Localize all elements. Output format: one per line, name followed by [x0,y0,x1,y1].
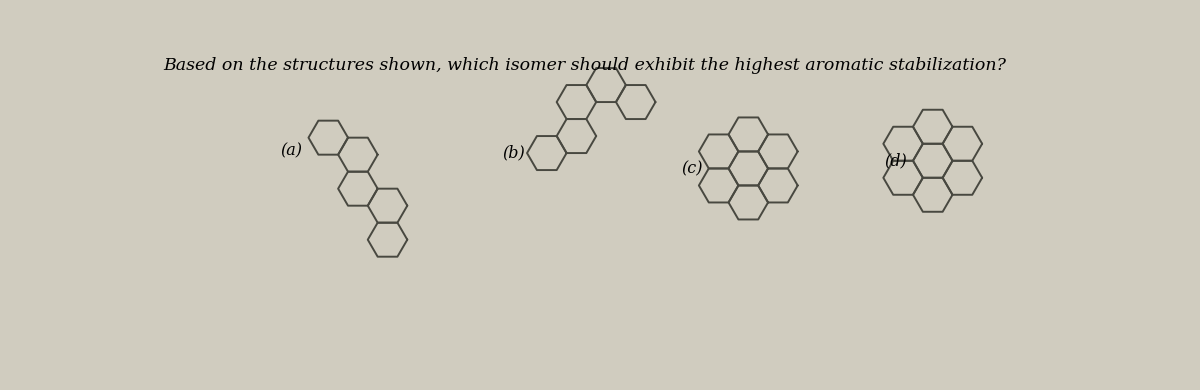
Text: Based on the structures shown, which isomer should exhibit the highest aromatic : Based on the structures shown, which iso… [163,57,1006,74]
Text: (a): (a) [281,142,302,159]
Text: (c): (c) [680,160,702,177]
Text: (d): (d) [884,152,907,169]
Text: (b): (b) [503,145,526,161]
